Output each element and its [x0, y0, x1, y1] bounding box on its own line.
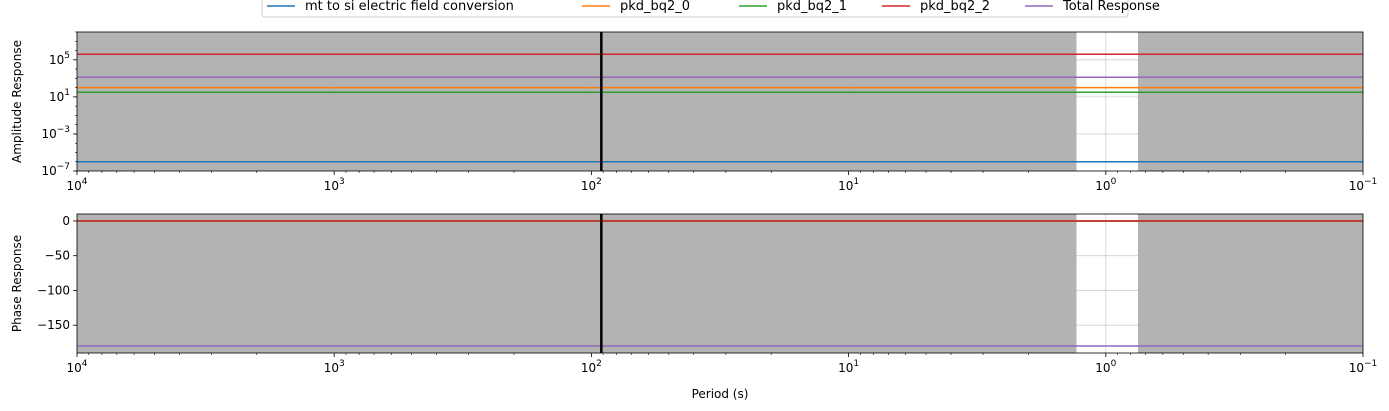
- shaded-region: [1137, 214, 1363, 353]
- y-tick-label: −50: [45, 249, 70, 263]
- x-tick-label: 102: [581, 359, 602, 375]
- phase-panel: 104 103 102 101 100 10−1 0 −50 −100 −150 Phase Res…: [10, 213, 1378, 401]
- amplitude-panel: 104 103 102 101 100 10−1 10−7 10−3 101 105 Amplitu…: [10, 31, 1378, 193]
- legend-label: pkd_bq2_1: [777, 0, 847, 14]
- x-tick-label: 101: [838, 359, 859, 375]
- y-tick-label: 101: [49, 88, 70, 104]
- y-tick-label: 105: [49, 51, 70, 67]
- x-tick-label: 104: [66, 359, 87, 375]
- x-tick-label: 101: [838, 177, 859, 193]
- x-tick-label: 103: [324, 177, 345, 193]
- y-tick-label: −100: [37, 283, 70, 297]
- legend-item: mt to si electric field conversion: [267, 0, 514, 14]
- legend-label: Total Response: [1062, 0, 1160, 14]
- shaded-region: [77, 32, 1077, 171]
- plot-area: [77, 214, 1363, 353]
- y-axis-label: Phase Response: [10, 235, 24, 332]
- x-tick-label: 100: [1095, 359, 1116, 375]
- x-tick-label: 10−1: [1349, 177, 1378, 193]
- x-tick-label: 102: [581, 177, 602, 193]
- y-tick-label: 10−3: [41, 125, 70, 141]
- shaded-region: [77, 214, 1077, 353]
- axes-frame: [76, 213, 1364, 354]
- legend: mt to si electric field conversion pkd_bq…: [261, 0, 1160, 18]
- shaded-region: [1137, 32, 1363, 171]
- x-tick-label: 100: [1095, 177, 1116, 193]
- y-tick-label: 0: [62, 214, 70, 228]
- x-tick-label: 103: [324, 359, 345, 375]
- x-tick-label: 10−1: [1349, 359, 1378, 375]
- plot-area: [77, 32, 1363, 171]
- x-tick-label: 104: [66, 177, 87, 193]
- legend-item: pkd_bq2_2: [882, 0, 990, 14]
- legend-label: mt to si electric field conversion: [305, 0, 514, 14]
- legend-label: pkd_bq2_2: [920, 0, 990, 14]
- y-axis-label: Amplitude Response: [10, 40, 24, 163]
- legend-label: pkd_bq2_0: [620, 0, 690, 14]
- x-axis-label: Period (s): [692, 387, 749, 401]
- legend-box: [261, 0, 1129, 18]
- legend-item: Total Response: [1025, 0, 1160, 14]
- legend-item: pkd_bq2_1: [739, 0, 847, 14]
- y-tick-label: −150: [37, 318, 70, 332]
- axes-frame: [76, 31, 1364, 172]
- legend-item: pkd_bq2_0: [582, 0, 690, 14]
- y-tick-label: 10−7: [41, 162, 70, 178]
